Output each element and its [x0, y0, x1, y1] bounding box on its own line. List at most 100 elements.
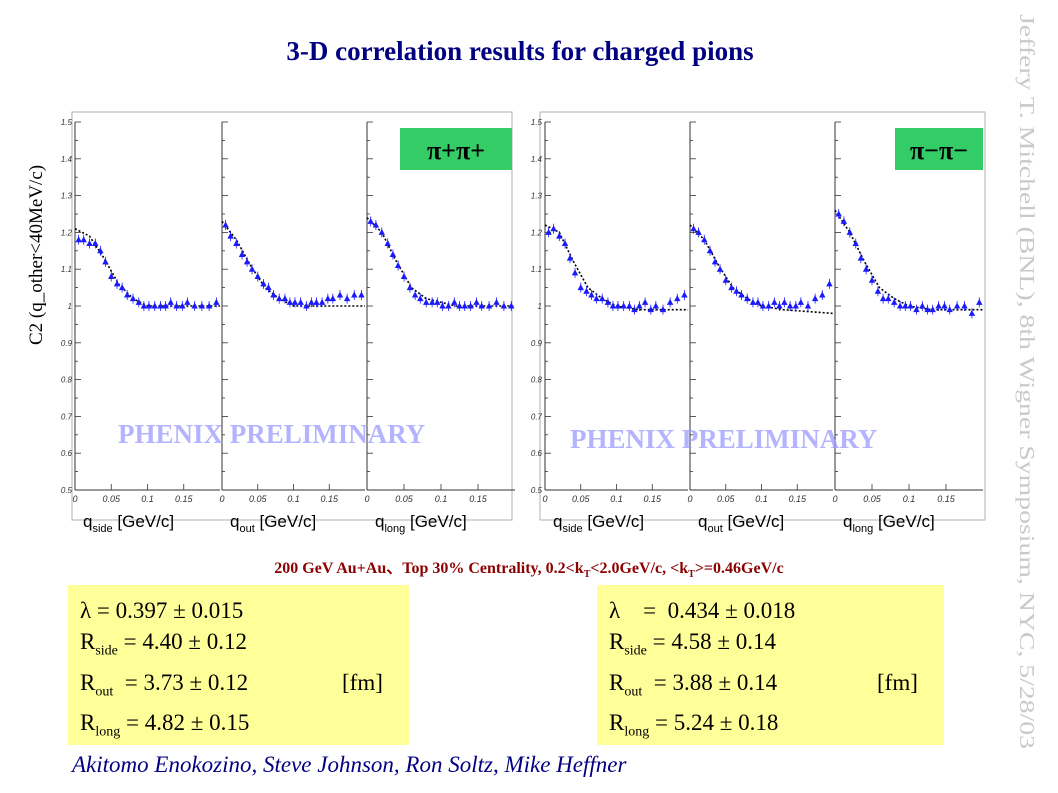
- data-point: [461, 302, 468, 309]
- preliminary-watermark: PHENIX PRELIMINARY: [118, 419, 425, 449]
- authors-line: Akitomo Enokozino, Steve Johnson, Ron So…: [72, 752, 627, 777]
- data-point: [571, 269, 579, 276]
- y-tick-label: 0.8: [531, 376, 543, 385]
- data-point: [467, 302, 474, 309]
- data-point: [108, 273, 115, 280]
- x-tick-label: 0.1: [435, 494, 448, 504]
- data-point: [358, 291, 365, 298]
- x-tick-label: 0.1: [610, 494, 623, 504]
- r-side-value: = 4.40 ± 0.12: [117, 629, 248, 654]
- data-point: [135, 298, 142, 305]
- data-point: [118, 284, 126, 291]
- y-tick-label: 1.4: [61, 155, 73, 164]
- fit-curve: [366, 217, 515, 307]
- data-point: [550, 225, 557, 232]
- data-point: [508, 302, 515, 309]
- data-point: [620, 302, 627, 309]
- data-point: [652, 302, 660, 309]
- data-point: [545, 228, 552, 235]
- data-point: [811, 295, 819, 302]
- x-tick-label: 0.15: [788, 494, 807, 504]
- data-point: [198, 302, 206, 309]
- data-point: [265, 284, 272, 291]
- particle-label: π+π+: [427, 136, 485, 165]
- data-point: [191, 302, 198, 309]
- y-tick-label: 1.1: [531, 265, 542, 274]
- data-point: [367, 217, 374, 224]
- lambda-value: λ = 0.397 ± 0.015: [80, 598, 244, 623]
- data-point: [711, 258, 719, 265]
- data-point: [797, 298, 805, 305]
- data-point: [260, 280, 267, 287]
- unit-label: [fm]: [342, 669, 383, 695]
- y-tick-label: 1.1: [61, 265, 72, 274]
- r-long-symbol: R: [80, 710, 96, 736]
- data-point: [428, 298, 436, 305]
- data-point: [308, 298, 315, 305]
- data-point: [913, 306, 920, 313]
- data-point: [659, 306, 667, 313]
- data-point: [238, 250, 246, 257]
- data-point: [716, 265, 724, 272]
- data-point: [641, 298, 649, 305]
- data-point: [896, 302, 904, 309]
- y-tick-label: 1.4: [531, 155, 543, 164]
- data-point: [879, 295, 887, 302]
- data-point: [343, 295, 351, 302]
- x-axis-label: qout [GeV/c]: [698, 512, 784, 535]
- x-tick-label: 0.05: [717, 494, 736, 504]
- preliminary-watermark: PHENIX PRELIMINARY: [570, 424, 877, 454]
- data-point: [80, 236, 87, 243]
- data-point: [351, 291, 358, 298]
- r-side-value: = 4.58 ± 0.14: [646, 629, 777, 654]
- y-tick-label: 1: [68, 302, 72, 311]
- data-point: [411, 291, 419, 298]
- data-point: [102, 258, 109, 265]
- r-out-sub: out: [95, 684, 114, 700]
- data-point: [636, 302, 643, 309]
- x-axis-label: qlong [GeV/c]: [375, 512, 467, 535]
- r-side-sub: side: [95, 643, 118, 659]
- data-point: [765, 302, 772, 309]
- data-point: [885, 295, 892, 302]
- y-tick-label: 1.3: [61, 192, 73, 201]
- data-point: [254, 273, 261, 280]
- data-point: [961, 302, 968, 309]
- x-tick-label: 0.1: [903, 494, 916, 504]
- data-point: [233, 239, 240, 246]
- x-axis-label: qlong [GeV/c]: [843, 512, 935, 535]
- data-point: [946, 306, 953, 313]
- y-axis-label: C2 (q_other<40MeV/c): [26, 165, 47, 345]
- r-out-value: = 3.73 ± 0.12: [113, 669, 249, 695]
- x-tick-label: 0: [72, 494, 77, 504]
- x-tick-label: 0.15: [175, 494, 194, 504]
- x-tick-label: 0.1: [141, 494, 154, 504]
- data-point: [919, 302, 926, 309]
- data-point: [184, 298, 191, 305]
- data-point: [157, 302, 164, 309]
- y-tick-label: 0.9: [531, 339, 543, 348]
- data-point: [583, 287, 590, 294]
- data-point: [378, 228, 385, 235]
- particle-badge: [400, 128, 512, 170]
- data-point: [744, 295, 751, 302]
- x-axis-label: qside [GeV/c]: [553, 512, 644, 535]
- data-point: [556, 232, 563, 239]
- data-point: [129, 295, 137, 302]
- data-point: [173, 302, 180, 309]
- data-point: [968, 309, 976, 316]
- r-side-row: Rside = 4.40 ± 0.12: [80, 626, 397, 667]
- y-tick-label: 0.9: [61, 339, 73, 348]
- caption-sub-t2: T: [688, 569, 695, 581]
- data-point: [599, 295, 606, 302]
- data-point: [852, 239, 859, 246]
- x-axis-label: qside [GeV/c]: [83, 512, 174, 535]
- data-point: [609, 302, 617, 309]
- data-point: [614, 302, 622, 309]
- data-point: [145, 302, 153, 309]
- data-point: [384, 239, 391, 246]
- data-point: [456, 302, 463, 309]
- r-side-sub: side: [624, 643, 647, 659]
- r-long-sub: long: [95, 724, 121, 740]
- data-point: [336, 291, 344, 298]
